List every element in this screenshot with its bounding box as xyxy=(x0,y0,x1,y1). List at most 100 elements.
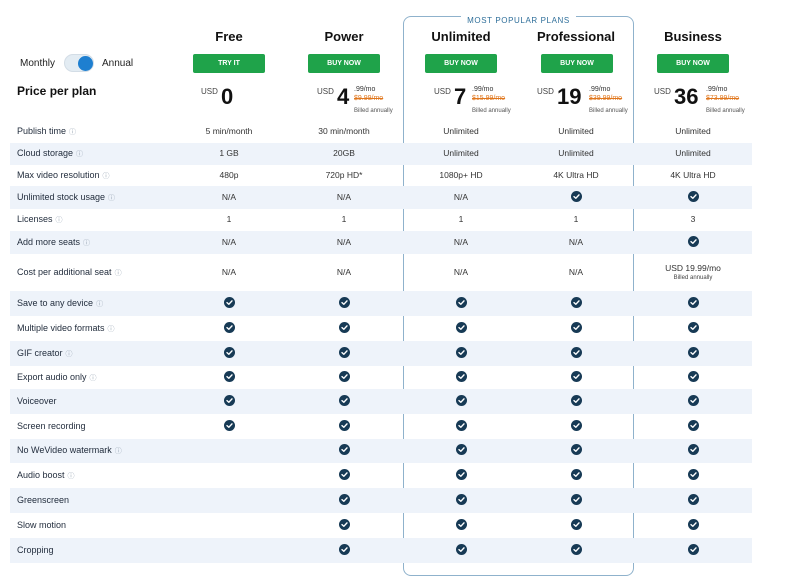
feature-name: Publish time xyxy=(17,126,67,136)
cell-value: N/A xyxy=(221,267,237,277)
info-icon[interactable]: ⓘ xyxy=(114,448,122,455)
table-row: Save to any device ⓘ xyxy=(10,291,752,316)
price-value: 0 xyxy=(221,84,234,109)
cell-value: 1 xyxy=(341,214,347,224)
table-cell xyxy=(638,395,748,407)
checkmark-icon xyxy=(338,519,350,531)
price-business: USD 36 .99/mo $73.99/mo Billed annually xyxy=(654,84,764,120)
table-cell xyxy=(406,297,516,309)
table-cell xyxy=(406,420,516,432)
table-cell: 4K Ultra HD xyxy=(521,170,631,180)
checkmark-icon xyxy=(223,297,235,309)
checkmark-icon xyxy=(223,347,235,359)
table-cell xyxy=(406,395,516,407)
checkmark-icon xyxy=(687,395,699,407)
info-icon[interactable]: ⓘ xyxy=(96,301,104,308)
feature-label: Add more seats ⓘ xyxy=(17,237,90,248)
cell-value: 4K Ultra HD xyxy=(670,170,716,180)
buy-now-unlimited-button[interactable]: BUY NOW xyxy=(425,54,497,73)
table-cell: 5 min/month xyxy=(174,126,284,136)
checkmark-icon xyxy=(570,494,582,506)
toggle-knob xyxy=(78,56,94,71)
table-row: Multiple video formats ⓘ xyxy=(10,316,752,341)
cell-value: 1 xyxy=(226,214,232,224)
info-icon[interactable]: ⓘ xyxy=(69,129,77,136)
info-icon[interactable]: ⓘ xyxy=(114,270,122,277)
feature-name: Save to any device xyxy=(17,298,94,308)
info-icon[interactable]: ⓘ xyxy=(76,151,84,158)
currency-label: USD xyxy=(537,87,554,96)
old-price: $15.99/mo xyxy=(472,95,506,102)
cell-value: 4K Ultra HD xyxy=(553,170,599,180)
info-icon[interactable]: ⓘ xyxy=(55,217,63,224)
feature-label: Audio boost ⓘ xyxy=(17,470,75,481)
cell-value: 480p xyxy=(219,170,239,180)
checkmark-icon xyxy=(338,469,350,481)
checkmark-icon xyxy=(338,544,350,556)
info-icon[interactable]: ⓘ xyxy=(89,375,97,382)
checkmark-icon xyxy=(687,347,699,359)
feature-name: Greenscreen xyxy=(17,495,70,505)
cell-value: N/A xyxy=(568,267,584,277)
table-cell xyxy=(521,444,631,456)
table-cell xyxy=(174,371,284,383)
buy-now-professional-button[interactable]: BUY NOW xyxy=(541,54,613,73)
table-cell: 1 xyxy=(406,214,516,224)
checkmark-icon xyxy=(687,371,699,383)
table-cell xyxy=(638,191,748,203)
billed-annually-note: Billed annually xyxy=(589,108,628,114)
table-cell: 1 xyxy=(289,214,399,224)
plan-name-power: Power xyxy=(324,29,364,44)
price-per-plan-heading: Price per plan xyxy=(17,84,97,98)
info-icon[interactable]: ⓘ xyxy=(67,473,75,480)
table-row: Add more seats ⓘ N/A N/A N/A N/A xyxy=(10,231,752,254)
price-free: USD 0 xyxy=(201,84,311,120)
checkmark-icon xyxy=(455,494,467,506)
plan-name-professional: Professional xyxy=(536,29,616,44)
cell-value: 3 xyxy=(690,214,696,224)
info-icon[interactable]: ⓘ xyxy=(108,195,116,202)
checkmark-icon xyxy=(570,519,582,531)
table-cell xyxy=(289,347,399,359)
feature-name: Multiple video formats xyxy=(17,323,105,333)
cell-subnote: Billed annually xyxy=(673,275,713,281)
old-price: $9.99/mo xyxy=(354,95,384,102)
checkmark-icon xyxy=(570,297,582,309)
info-icon[interactable]: ⓘ xyxy=(107,326,115,333)
buy-now-power-button[interactable]: BUY NOW xyxy=(308,54,380,73)
checkmark-icon xyxy=(687,444,699,456)
checkmark-icon xyxy=(223,420,235,432)
feature-name: Max video resolution xyxy=(17,170,100,180)
price-unlimited: USD 7 .99/mo $15.99/mo Billed annually xyxy=(434,84,544,120)
feature-label: Greenscreen xyxy=(17,495,69,505)
billing-toggle[interactable]: Monthly Annual xyxy=(20,54,133,72)
cell-value: Unlimited xyxy=(443,126,479,136)
table-cell xyxy=(406,469,516,481)
feature-label: Unlimited stock usage ⓘ xyxy=(17,192,115,203)
info-icon[interactable]: ⓘ xyxy=(83,240,91,247)
checkmark-icon xyxy=(338,494,350,506)
most-popular-label: MOST POPULAR PLANS xyxy=(403,10,634,28)
feature-name: Cloud storage xyxy=(17,148,74,158)
info-icon[interactable]: ⓘ xyxy=(102,173,110,180)
table-cell xyxy=(174,395,284,407)
table-row: Audio boost ⓘ xyxy=(10,463,752,488)
table-row: Unlimited stock usage ⓘ N/A N/A N/A xyxy=(10,186,752,209)
table-cell: 480p xyxy=(174,170,284,180)
table-row: Slow motion xyxy=(10,513,752,538)
feature-label: Licenses ⓘ xyxy=(17,214,63,225)
plan-name-unlimited: Unlimited xyxy=(431,29,491,44)
feature-name: Add more seats xyxy=(17,237,81,247)
table-row: Max video resolution ⓘ 480p 720p HD* 1080p+ … xyxy=(10,165,752,186)
cell-value: Unlimited xyxy=(675,126,711,136)
info-icon[interactable]: ⓘ xyxy=(65,351,73,358)
buy-now-business-button[interactable]: BUY NOW xyxy=(657,54,729,73)
feature-name: No WeVideo watermark xyxy=(17,445,112,455)
table-row: Licenses ⓘ 1 1 1 1 3 xyxy=(10,209,752,231)
try-it-button[interactable]: TRY IT xyxy=(193,54,265,73)
table-cell: N/A xyxy=(289,267,399,277)
billing-switch[interactable] xyxy=(64,54,95,72)
table-cell: 1 GB xyxy=(174,148,284,158)
checkmark-icon xyxy=(338,444,350,456)
table-cell xyxy=(521,297,631,309)
